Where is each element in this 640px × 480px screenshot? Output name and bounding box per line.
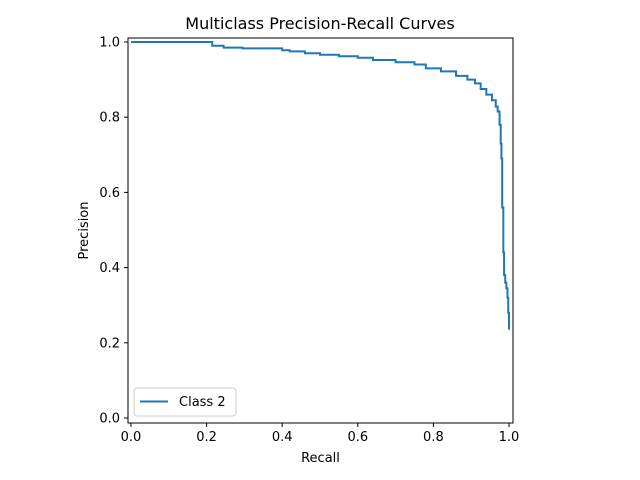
y-axis-title: Precision xyxy=(77,201,92,259)
x-tick-label: 0.0 xyxy=(121,430,142,445)
y-tick-label: 1.0 xyxy=(99,36,120,51)
y-tick-label: 0.2 xyxy=(99,336,120,351)
legend-box xyxy=(133,387,237,417)
x-tick-label: 0.6 xyxy=(347,430,368,445)
x-axis-title: Recall xyxy=(301,451,340,466)
plot-frame xyxy=(127,37,514,424)
legend-label-class-2: Class 2 xyxy=(179,395,226,410)
y-tick-label: 0.0 xyxy=(99,412,120,427)
y-tick-label: 0.6 xyxy=(99,186,120,201)
y-axis-ticks: 0.0 0.2 0.4 0.6 0.8 1.0 xyxy=(99,36,128,427)
series-layer xyxy=(131,41,510,330)
x-axis-ticks: 0.0 0.2 0.4 0.6 0.8 1.0 xyxy=(121,423,520,445)
legend: Class 2 xyxy=(133,387,237,417)
y-tick-label: 0.4 xyxy=(99,261,120,276)
chart-title: Multiclass Precision-Recall Curves xyxy=(185,14,454,33)
x-tick-label: 0.8 xyxy=(423,430,444,445)
x-tick-label: 1.0 xyxy=(499,430,520,445)
x-tick-label: 0.4 xyxy=(272,430,293,445)
y-tick-label: 0.8 xyxy=(99,111,120,126)
x-tick-label: 0.2 xyxy=(196,430,217,445)
series-line-class-2 xyxy=(131,41,510,330)
